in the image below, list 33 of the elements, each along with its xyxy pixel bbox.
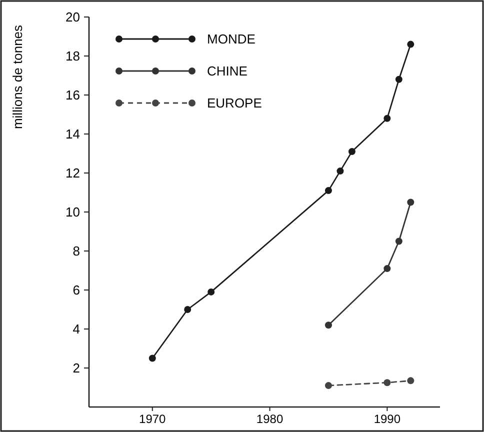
point xyxy=(384,379,391,386)
y-tick-label: 18 xyxy=(66,48,80,64)
point xyxy=(407,198,414,206)
y-tick-label: 12 xyxy=(66,166,80,181)
point xyxy=(208,288,215,296)
point xyxy=(348,148,356,156)
point xyxy=(336,168,344,175)
point xyxy=(324,322,332,329)
legend-label: MONDE xyxy=(207,32,256,47)
x-tick-label: 1980 xyxy=(256,412,284,426)
point xyxy=(407,377,414,384)
point xyxy=(148,354,156,362)
y-tick-label: 2 xyxy=(72,360,80,376)
legend-label: EUROPE xyxy=(207,96,262,111)
y-tick-label: 10 xyxy=(66,204,80,220)
y-tick-label: 16 xyxy=(66,88,80,103)
y-tick-label: 4 xyxy=(72,322,80,337)
point xyxy=(324,382,332,390)
y-tick-label: 8 xyxy=(72,244,80,259)
y-axis-title: millions de tonnes xyxy=(10,24,25,130)
y-tick-label: 20 xyxy=(66,10,80,25)
y-tick-label: 14 xyxy=(66,126,80,142)
x-tick-label: 1970 xyxy=(139,412,166,426)
point xyxy=(384,114,391,122)
point xyxy=(395,76,402,83)
point xyxy=(384,265,391,272)
legend-label: CHINE xyxy=(207,64,248,79)
point xyxy=(407,40,414,48)
point xyxy=(184,306,192,313)
point xyxy=(324,187,332,194)
point xyxy=(395,238,402,245)
x-tick-label: 1990 xyxy=(374,412,401,426)
y-tick-label: 6 xyxy=(72,282,80,298)
